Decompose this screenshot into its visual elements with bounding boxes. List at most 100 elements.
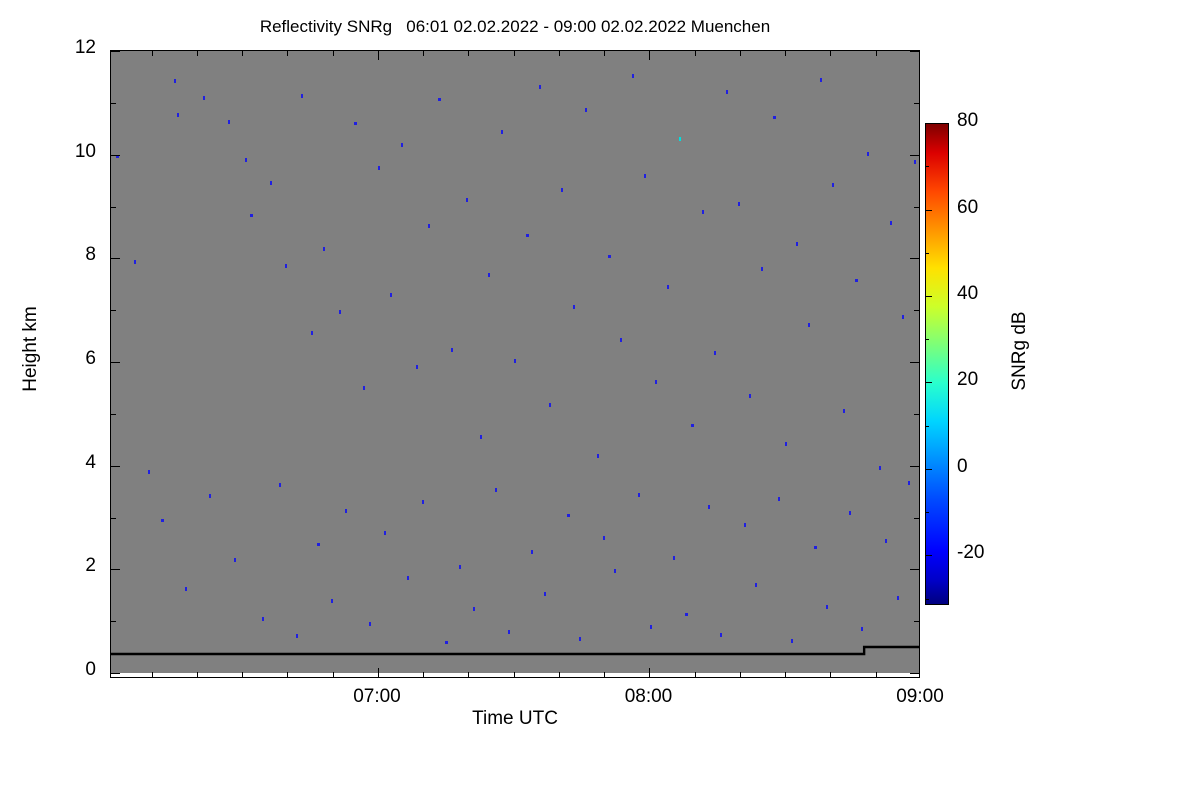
scatter-point [597, 454, 599, 459]
colorbar-tick-label: 40 [957, 282, 979, 304]
scatter-point [749, 394, 752, 399]
scatter-point [500, 129, 503, 134]
colorbar-tick-major [925, 123, 932, 124]
scatter-point [631, 73, 634, 78]
colorbar-tick-label: 80 [957, 110, 979, 131]
scatter-point [525, 233, 529, 237]
scatter-point [148, 469, 151, 474]
scatter-point [855, 279, 859, 283]
y-tick-major-right [910, 51, 919, 52]
scatter-point [228, 120, 231, 124]
x-tick-minor [332, 672, 334, 677]
y-tick-minor-right [914, 310, 919, 312]
x-tick-label: 07:00 [353, 686, 401, 707]
x-tick-minor [196, 672, 198, 677]
colorbar-tick-minor [925, 425, 929, 427]
scatter-point [584, 108, 587, 113]
colorbar-tick-label: 0 [957, 455, 968, 477]
y-tick-minor-right [914, 621, 919, 623]
x-tick-minor [423, 672, 425, 677]
colorbar-tick-label: -20 [957, 542, 985, 564]
y-tick-major [111, 673, 120, 674]
scatter-point [784, 441, 787, 446]
colorbar-tick-minor [925, 598, 929, 600]
x-axis-title: Time UTC [472, 708, 558, 729]
scatter-point [338, 310, 341, 315]
scatter-point [295, 633, 298, 638]
scatter-point [908, 481, 911, 486]
scatter-point [772, 116, 776, 120]
y-tick-minor-right [914, 413, 919, 415]
scatter-point [896, 596, 899, 601]
y-tick-major-right [910, 465, 919, 467]
scatter-point [400, 143, 403, 148]
y-tick-minor [111, 621, 116, 623]
x-tick-minor [513, 672, 515, 677]
scatter-point [177, 112, 180, 117]
scatter-point [567, 514, 571, 518]
y-tick-major [111, 154, 120, 156]
y-tick-minor-right [914, 206, 919, 208]
colorbar-tick-minor [925, 512, 929, 514]
x-tick-minor [739, 672, 741, 677]
colorbar-tick-label: 60 [957, 196, 979, 218]
scatter-point [514, 359, 517, 364]
scatter-point [488, 272, 491, 277]
scatter-point [620, 337, 623, 342]
x-tick-minor-top [785, 51, 787, 56]
scatter-point [814, 545, 818, 549]
scatter-point [202, 95, 205, 100]
colorbar-tick-major [925, 295, 932, 297]
x-tick-label: 09:00 [896, 686, 944, 707]
colorbar-tick-minor [925, 339, 929, 341]
scatter-point [743, 522, 746, 527]
scatter-point [422, 499, 425, 504]
scatter-point [913, 160, 916, 165]
scatter-point [602, 536, 605, 541]
x-tick-label: 08:00 [624, 686, 673, 707]
scatter-point [778, 496, 781, 501]
scatter-point [678, 136, 681, 141]
x-tick-minor-top [468, 51, 470, 56]
x-tick-minor-top [196, 51, 198, 56]
scatter-point [714, 350, 717, 355]
scatter-point [316, 542, 320, 546]
y-tick-label: 10 [74, 140, 96, 162]
y-tick-label: 12 [74, 37, 96, 58]
scatter-point [754, 582, 757, 587]
plot-axes[interactable] [110, 50, 920, 678]
scatter-point [531, 550, 534, 555]
scatter-point [250, 214, 254, 218]
scatter-point [561, 187, 564, 192]
x-tick-minor-top [875, 51, 877, 56]
scatter-point [244, 158, 247, 163]
scatter-point [323, 247, 326, 251]
colorbar-tick-major [925, 209, 932, 211]
scatter-point [826, 604, 829, 609]
y-tick-minor [111, 206, 116, 208]
x-tick-minor [558, 672, 560, 677]
scatter-point [543, 592, 546, 597]
scatter-point [690, 424, 694, 428]
scatter-point [331, 599, 334, 604]
colorbar-tick-major [925, 555, 932, 557]
scatter-point [673, 555, 676, 560]
y-tick-minor [111, 102, 116, 104]
colorbar[interactable] [925, 123, 949, 605]
scatter-point [878, 465, 881, 470]
x-tick-minor-top [604, 51, 606, 56]
x-tick-minor [468, 672, 470, 677]
scatter-point [345, 509, 348, 514]
y-tick-major [111, 465, 120, 467]
page-title: Reflectivity SNRg 06:01 02.02.2022 - 09:… [259, 17, 771, 36]
scatter-point [494, 487, 497, 492]
colorbar-tick-label: 20 [957, 369, 979, 391]
scatter-point [549, 403, 552, 408]
y-tick-label: 2 [85, 555, 96, 577]
scatter-point [444, 640, 448, 644]
scatter-point [301, 93, 304, 98]
scatter-point [643, 174, 646, 179]
y-tick-minor [111, 517, 116, 519]
y-tick-major [111, 258, 120, 260]
x-tick-major [377, 668, 379, 677]
